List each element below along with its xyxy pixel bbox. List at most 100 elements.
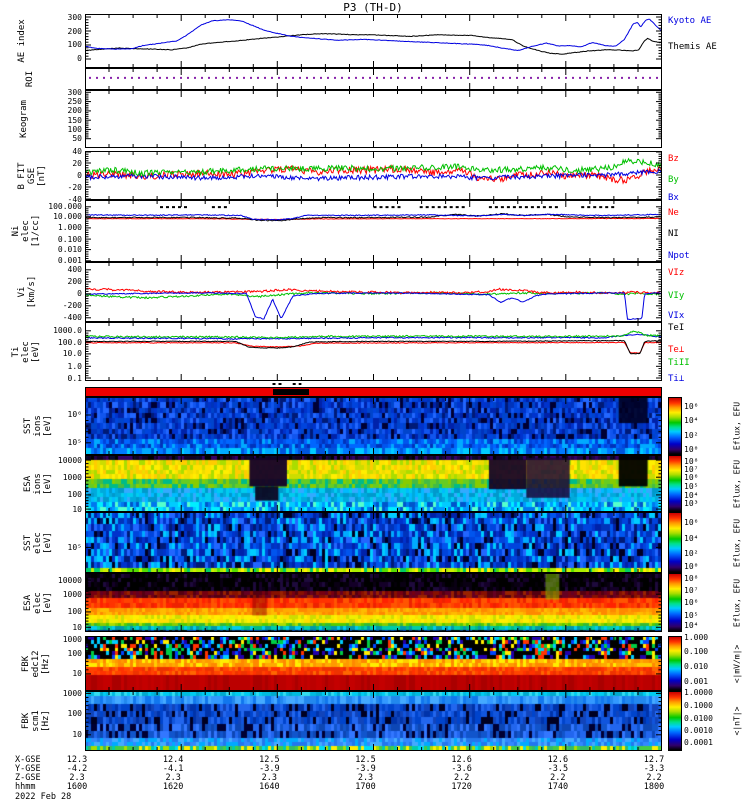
x-value: 1700 [355, 782, 376, 792]
plot-b-fit [85, 157, 662, 185]
y-tick-label: 10.0 [62, 349, 82, 359]
colorbar-sst-ions [668, 397, 682, 455]
y-tick-label: 10000 [57, 455, 82, 465]
y-tick-label: 1000.0 [53, 326, 82, 336]
legend-Bz: Bz [668, 153, 679, 164]
y-tick-label: 100.000 [48, 202, 82, 212]
y-tick-label: -200 [62, 301, 82, 311]
y-tick-label: 0.100 [57, 234, 82, 244]
panel-esa-ions [85, 455, 662, 512]
plot-ae-index [85, 18, 662, 55]
y-tick-label: 1.0 [67, 361, 82, 371]
colorbar-esa-elec [668, 573, 682, 632]
y-tick-label: 100 [67, 648, 82, 658]
survey-bar-gap [272, 389, 309, 395]
axis-frame-vi [85, 262, 662, 322]
panel-esa-elec [85, 573, 662, 632]
colorbar-unit-label: Eflux, EFU [732, 578, 742, 627]
spectrogram-esa-elec [85, 573, 662, 632]
y-tick-label: 0.010 [57, 245, 82, 255]
y-tick-label: 10000 [57, 575, 82, 585]
panel-sst-elec [85, 512, 662, 573]
spectrogram-sst-ions [85, 397, 662, 455]
axis-frame-sst-elec [85, 512, 662, 573]
colorbar-unit-label: <|nT|> [732, 706, 742, 736]
colorbar-tick-label: 10² [684, 548, 699, 558]
y-tick-label: 0 [77, 170, 82, 180]
panel-ae-index [85, 14, 662, 68]
plot-ti [85, 330, 662, 355]
y-tick-label: 100 [67, 40, 82, 50]
y-tick-label: 50 [72, 134, 82, 144]
panel-ni [85, 200, 662, 262]
colorbar-tick-label: 10⁶ [684, 401, 699, 411]
x-row-label-y-gse: Y-GSE [15, 764, 41, 774]
y-tick-label: 100 [67, 490, 82, 500]
colorbar-tick-label: 10⁷ [684, 586, 699, 596]
colorbar-tick-label: 0.010 [684, 662, 709, 672]
spectrogram-esa-ions [85, 455, 662, 512]
y-tick-label: 10 [72, 622, 82, 632]
x-value: -4.1 [162, 764, 184, 774]
legend-NI: NI [668, 228, 679, 239]
colorbar-tick-label: 10⁶ [684, 597, 699, 607]
colorbar-tick-label: 10⁵ [684, 610, 699, 620]
y-tick-label: -40 [67, 194, 82, 204]
axis-frame-esa-elec [85, 573, 662, 632]
y-tick-label: -20 [67, 182, 82, 192]
x-value: 12.7 [643, 755, 665, 765]
axis-frame-ni [85, 200, 662, 262]
panel-b-fit [85, 151, 662, 200]
spectrogram-sst-elec [85, 512, 662, 573]
axis-frame-fbk-edc12 [85, 636, 662, 691]
y-tick-label: -400 [62, 313, 82, 323]
x-value: -4.2 [66, 764, 88, 774]
panel-keogram [85, 90, 662, 148]
axis-frame-keogram [85, 90, 662, 148]
panel-vi [85, 262, 662, 322]
legend-KyotoAE: Kyoto AE [668, 15, 712, 26]
colorbar-tick-label: 10⁴ [684, 533, 699, 543]
legend-TeI: TeI [668, 322, 685, 333]
x-value: 2.2 [453, 773, 470, 783]
y-tick-label: 10.000 [53, 212, 82, 222]
legend-Ti: Ti⊥ [668, 374, 685, 385]
panel-fbk-edc12 [85, 636, 662, 691]
y-tick-label: 200 [67, 106, 82, 116]
y-tick-label: 0 [77, 289, 82, 299]
y-tick-label: 0 [77, 54, 82, 64]
colorbar-tick-label: 1.000 [684, 633, 709, 643]
axis-frame-b-fit [85, 151, 662, 200]
y-tick-label: 100 [67, 709, 82, 719]
x-row-label-hhmm: hhmm [15, 782, 36, 792]
panel-label-roi: ROI [25, 70, 35, 88]
legend-ThemisAE: Themis AE [668, 41, 717, 52]
legend-Bx: Bx [668, 193, 679, 204]
y-tick-label: 300 [67, 87, 82, 97]
y-tick-label: 10⁵ [67, 542, 82, 552]
panel-ti [85, 322, 662, 381]
x-value: -3.9 [259, 764, 280, 774]
axis-frame-esa-ions [85, 455, 662, 512]
colorbar-tick-label: 10⁶ [684, 518, 699, 528]
plot-mode-marks [272, 383, 302, 385]
y-tick-label: 100.0 [57, 337, 82, 347]
y-tick-label: 1000 [62, 635, 82, 645]
colorbar-sst-elec [668, 512, 682, 573]
x-value: 2.2 [646, 773, 662, 783]
panel-mode-marks [85, 381, 662, 387]
legend-Ne: Ne [668, 207, 679, 218]
y-tick-label: 150 [67, 115, 82, 125]
x-value: 2.3 [261, 773, 278, 783]
colorbar-tick-label: 0.0001 [684, 738, 713, 747]
colorbar-tick-label: 1.0000 [684, 688, 713, 698]
x-value: 12.5 [355, 755, 376, 765]
y-tick-label: 400 [67, 265, 82, 275]
y-tick-label: 10 [72, 730, 82, 740]
y-tick-label: 0.001 [57, 256, 82, 266]
y-tick-label: 200 [67, 277, 82, 287]
x-row-label-x-gse: X-GSE [15, 755, 41, 765]
plot-ni [85, 206, 662, 222]
x-value: 12.6 [547, 755, 569, 765]
panel-fbk-scm1 [85, 691, 662, 751]
